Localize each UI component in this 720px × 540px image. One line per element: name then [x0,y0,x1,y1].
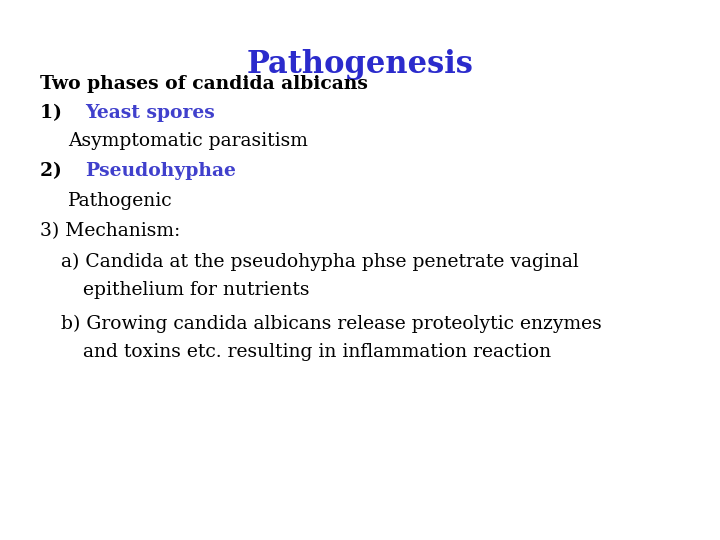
Text: Two phases of candida albicans: Two phases of candida albicans [40,75,367,93]
Text: Asymptomatic parasitism: Asymptomatic parasitism [68,132,308,151]
Text: 3) Mechanism:: 3) Mechanism: [40,221,180,240]
Text: 2): 2) [40,162,68,180]
Text: b) Growing candida albicans release proteolytic enzymes: b) Growing candida albicans release prot… [61,315,602,333]
Text: and toxins etc. resulting in inflammation reaction: and toxins etc. resulting in inflammatio… [83,343,551,361]
Text: Pathogenesis: Pathogenesis [246,49,474,80]
Text: Pathogenic: Pathogenic [68,192,173,210]
Text: a) Candida at the pseudohypha phse penetrate vaginal: a) Candida at the pseudohypha phse penet… [61,253,579,271]
Text: Yeast spores: Yeast spores [85,104,215,123]
Text: Pseudohyphae: Pseudohyphae [85,162,236,180]
Text: epithelium for nutrients: epithelium for nutrients [83,281,310,299]
Text: 1): 1) [40,104,68,123]
